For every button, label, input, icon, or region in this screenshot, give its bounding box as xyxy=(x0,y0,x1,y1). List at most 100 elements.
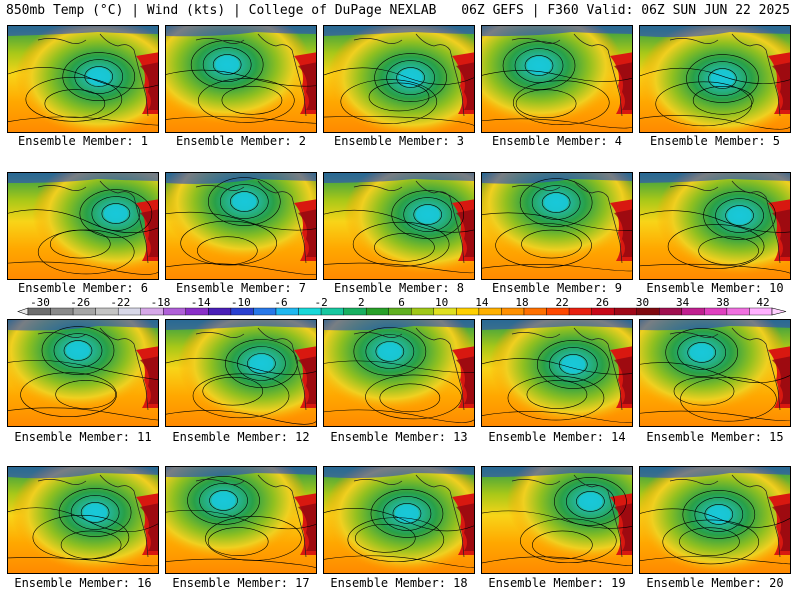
ensemble-panel xyxy=(639,466,791,574)
colorbar-swatch xyxy=(163,307,187,316)
ensemble-member-label: Ensemble Member: 16 xyxy=(14,576,152,590)
ensemble-panel xyxy=(639,25,791,133)
temperature-map xyxy=(166,173,316,279)
temperature-colorbar: -30 -26 -22 -18 -14 -10 -6 -2 2 6 10 14 18 22 26 30 34 38… xyxy=(17,298,787,316)
colorbar-swatch xyxy=(501,307,525,316)
colorbar-swatch xyxy=(704,307,728,316)
colorbar-tick-label: -6 xyxy=(274,298,287,309)
colorbar-swatch xyxy=(749,307,773,316)
ensemble-member-label: Ensemble Member: 13 xyxy=(330,430,468,444)
temperature-map xyxy=(482,173,632,279)
colorbar-swatch xyxy=(456,307,480,316)
colorbar-arrow-left xyxy=(17,307,29,316)
temperature-map xyxy=(324,173,474,279)
colorbar-swatch xyxy=(591,307,615,316)
temperature-map xyxy=(324,320,474,426)
ensemble-member-label: Ensemble Member: 9 xyxy=(491,281,623,295)
ensemble-panel xyxy=(323,25,475,133)
colorbar-tick-label: -2 xyxy=(315,298,328,309)
temperature-map xyxy=(166,320,316,426)
map-title: 850mb Temp (°C) | Wind (kts) | College o… xyxy=(6,3,437,18)
temperature-map xyxy=(324,467,474,573)
colorbar-swatch xyxy=(523,307,547,316)
colorbar-tick-label: 6 xyxy=(398,298,405,309)
colorbar-swatch xyxy=(636,307,660,316)
temperature-map xyxy=(482,320,632,426)
ensemble-panel xyxy=(7,466,159,574)
colorbar-swatch xyxy=(343,307,367,316)
ensemble-panel xyxy=(323,466,475,574)
colorbar-swatch xyxy=(230,307,254,316)
temperature-map xyxy=(640,320,790,426)
ensemble-member-label: Ensemble Member: 18 xyxy=(330,576,468,590)
temperature-map xyxy=(482,467,632,573)
colorbar-swatch xyxy=(388,307,412,316)
colorbar-swatch xyxy=(365,307,389,316)
ensemble-member-label: Ensemble Member: 2 xyxy=(175,134,307,148)
ensemble-member-label: Ensemble Member: 8 xyxy=(333,281,465,295)
ensemble-panel xyxy=(165,319,317,427)
ensemble-panel xyxy=(165,25,317,133)
colorbar-swatch xyxy=(681,307,705,316)
temperature-map xyxy=(640,26,790,132)
colorbar-swatch xyxy=(275,307,299,316)
temperature-map xyxy=(640,467,790,573)
temperature-map xyxy=(8,320,158,426)
temperature-map xyxy=(166,26,316,132)
colorbar-tick-label: 14 xyxy=(475,298,489,309)
colorbar-tick-label: -10 xyxy=(231,298,251,309)
colorbar-swatch xyxy=(568,307,592,316)
colorbar-swatch xyxy=(298,307,322,316)
colorbar-tick-label: 10 xyxy=(435,298,448,309)
colorbar-swatch xyxy=(253,307,277,316)
ensemble-panel xyxy=(323,172,475,280)
colorbar-tick-label: 2 xyxy=(358,298,365,309)
temperature-map xyxy=(482,26,632,132)
ensemble-member-label: Ensemble Member: 6 xyxy=(17,281,149,295)
ensemble-member-label: Ensemble Member: 11 xyxy=(14,430,152,444)
ensemble-panel xyxy=(7,172,159,280)
colorbar-swatch xyxy=(613,307,637,316)
ensemble-member-label: Ensemble Member: 14 xyxy=(488,430,626,444)
colorbar-tick-label: 42 xyxy=(756,298,769,309)
ensemble-panel xyxy=(165,466,317,574)
colorbar-swatch xyxy=(320,307,344,316)
colorbar-swatch xyxy=(478,307,502,316)
colorbar-tick-label: 18 xyxy=(515,298,528,309)
ensemble-panel xyxy=(7,319,159,427)
ensemble-panel xyxy=(165,172,317,280)
colorbar-swatch xyxy=(117,307,141,316)
colorbar-tick-label: -14 xyxy=(191,298,211,309)
temperature-map xyxy=(8,173,158,279)
ensemble-panel xyxy=(323,319,475,427)
ensemble-panel xyxy=(481,319,633,427)
colorbar-tick-label: -26 xyxy=(70,298,90,309)
temperature-map xyxy=(8,26,158,132)
colorbar-swatch xyxy=(27,307,51,316)
temperature-map xyxy=(324,26,474,132)
colorbar-tick-label: 38 xyxy=(716,298,729,309)
ensemble-member-label: Ensemble Member: 12 xyxy=(172,430,310,444)
colorbar-tick-label: 34 xyxy=(676,298,690,309)
ensemble-member-label: Ensemble Member: 4 xyxy=(491,134,623,148)
ensemble-member-label: Ensemble Member: 5 xyxy=(649,134,781,148)
ensemble-panel xyxy=(481,172,633,280)
colorbar-tick-label: -30 xyxy=(30,298,50,309)
colorbar-arrow-right xyxy=(771,307,787,316)
ensemble-panel xyxy=(7,25,159,133)
ensemble-member-label: Ensemble Member: 20 xyxy=(646,576,784,590)
colorbar-swatch xyxy=(411,307,435,316)
colorbar-swatch xyxy=(208,307,232,316)
colorbar-tick-label: 30 xyxy=(636,298,649,309)
colorbar-tick-label: -18 xyxy=(151,298,171,309)
colorbar-swatch xyxy=(185,307,209,316)
colorbar-swatch xyxy=(95,307,119,316)
colorbar-swatch xyxy=(140,307,164,316)
ensemble-panel xyxy=(481,25,633,133)
colorbar-swatch xyxy=(433,307,457,316)
ensemble-member-label: Ensemble Member: 1 xyxy=(17,134,149,148)
temperature-map xyxy=(8,467,158,573)
ensemble-member-label: Ensemble Member: 10 xyxy=(646,281,784,295)
colorbar-tick-label: 22 xyxy=(556,298,569,309)
ensemble-panel xyxy=(639,172,791,280)
